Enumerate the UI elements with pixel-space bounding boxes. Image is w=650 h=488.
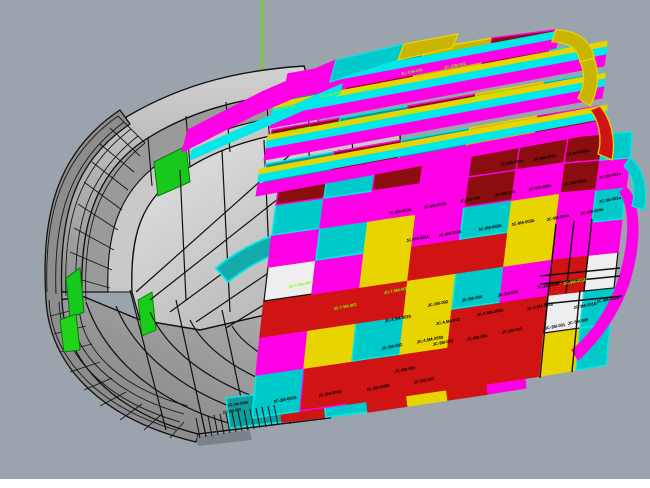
block-row-E[interactable] [267,186,627,268]
girder-tier-3[interactable] [263,71,606,161]
aft-nose-plates[interactable] [551,29,615,161]
top-plates[interactable] [180,33,460,161]
scale-ticks [195,404,279,439]
highlighted-plate-b [65,267,85,319]
starboard-rim [571,186,639,361]
highlighted-plate-c [59,313,81,353]
highlighted-plate-d [137,291,157,337]
